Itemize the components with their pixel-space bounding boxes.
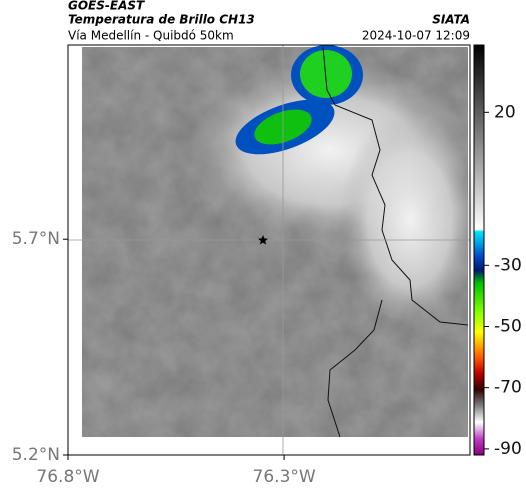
satellite-image — [82, 45, 480, 438]
y-tick-label: 5.7°N — [12, 229, 60, 249]
timestamp: 2024-10-07 12:09 — [362, 29, 470, 43]
colorbar-tick-label: -50 — [494, 316, 522, 336]
colorbar-tick-label: -90 — [494, 439, 522, 459]
subtitle: Vía Medellín - Quibdó 50km — [68, 29, 234, 43]
colorbar-tick-label: 20 — [494, 102, 516, 122]
y-tick-label: 5.2°N — [12, 445, 60, 465]
colorbar-tick-label: -70 — [494, 378, 522, 398]
ticks: 5.7°N 5.2°N76.8°W 76.3°W 20 -30 -50 -70 -90 — [12, 102, 522, 487]
colorbar — [473, 44, 485, 456]
location-marker — [258, 235, 268, 245]
x-tick-label: 76.8°W — [36, 467, 99, 487]
source: GOES-EAST — [68, 0, 145, 13]
title: Temperatura de Brillo CH13 — [68, 13, 255, 27]
brand: SIATA — [432, 13, 470, 27]
map-frame — [67, 44, 471, 456]
x-tick-label: 76.3°W — [253, 467, 316, 487]
colorbar-tick-label: -30 — [494, 255, 522, 275]
